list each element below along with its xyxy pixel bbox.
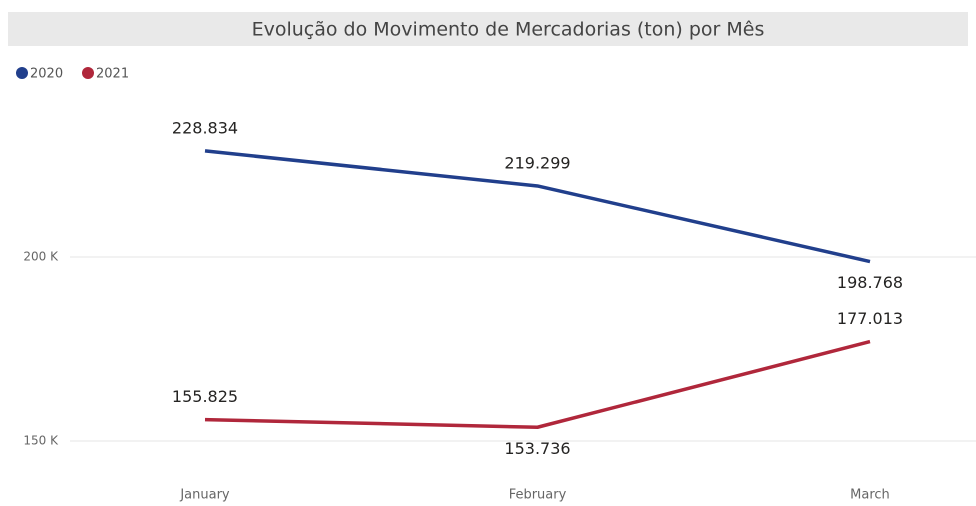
data-label: 153.736 bbox=[504, 439, 570, 458]
legend-label: 2021 bbox=[96, 67, 129, 82]
legend-label: 2020 bbox=[30, 67, 63, 82]
chart-title: Evolução do Movimento de Mercadorias (to… bbox=[252, 19, 765, 41]
y-tick-label: 200 K bbox=[23, 250, 59, 264]
data-label: 177.013 bbox=[837, 309, 903, 328]
series-line bbox=[204, 149, 871, 264]
legend-marker bbox=[82, 67, 94, 79]
data-label: 228.834 bbox=[172, 118, 238, 137]
title-bar bbox=[8, 12, 968, 46]
x-tick-label: March bbox=[850, 488, 890, 503]
legend-marker bbox=[16, 67, 28, 79]
x-tick-label: February bbox=[509, 488, 567, 503]
series-line bbox=[204, 339, 871, 430]
y-tick-label: 150 K bbox=[23, 434, 59, 448]
data-label: 155.825 bbox=[172, 387, 238, 406]
data-label: 198.768 bbox=[837, 273, 903, 292]
data-label: 219.299 bbox=[504, 153, 570, 172]
x-tick-label: January bbox=[179, 488, 230, 503]
